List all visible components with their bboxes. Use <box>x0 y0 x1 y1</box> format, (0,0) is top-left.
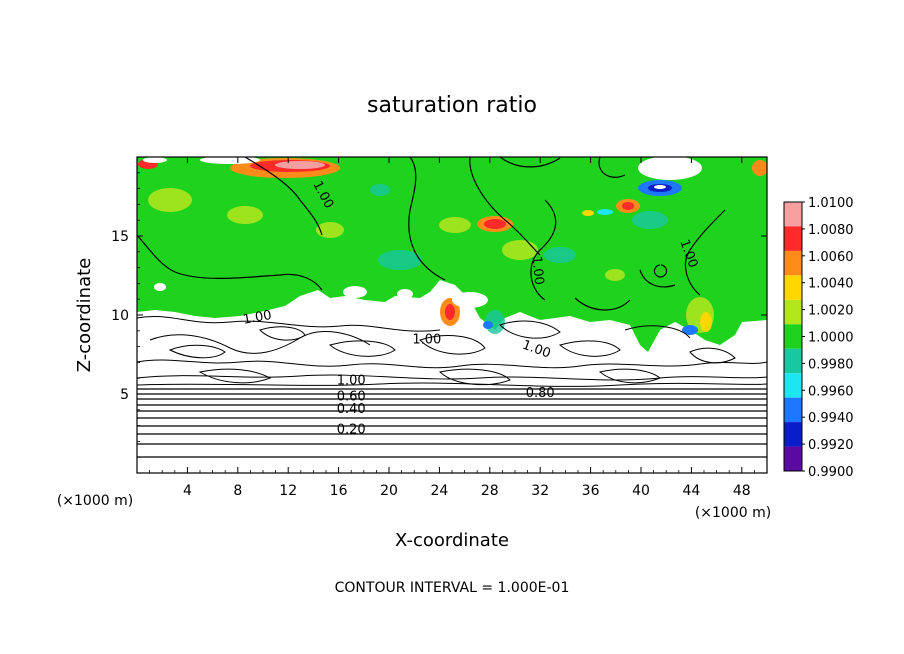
colorbar: 1.0100 1.0080 1.0060 1.0040 1.0020 1.0000 0.99… <box>783 196 854 480</box>
x-axis-unit: (×1000 m) <box>695 505 771 521</box>
plot-area: 1.001.001.001.001.00 1.001.000.800.600.40… <box>137 157 767 473</box>
x-axis-ticks: 4 8 12 16 20 24 28 32 36 40 44 48 <box>149 157 755 499</box>
x-tick-label: 24 <box>430 483 448 499</box>
x-tick-label: 12 <box>279 483 297 499</box>
colorbar-swatch <box>784 446 802 471</box>
colorbar-tick-label: 0.9920 <box>808 438 854 453</box>
colorbar-tick-label: 1.0020 <box>808 304 854 319</box>
colorbar-swatch <box>784 373 802 398</box>
colorbar-swatch <box>784 202 802 227</box>
colorbar-swatch <box>784 348 802 374</box>
colorbar-swatch <box>784 324 802 349</box>
contour-label: 0.80 <box>526 386 555 401</box>
colorbar-tick-label: 0.9980 <box>808 357 854 372</box>
colorbar-swatch <box>784 397 802 423</box>
colorbar-tick-label: 1.0040 <box>808 277 854 292</box>
y-tick-label: 10 <box>111 308 129 324</box>
patches-supersaturated <box>138 158 767 332</box>
colorbar-tick-label: 0.9940 <box>808 411 854 426</box>
contour-lines-upper <box>137 157 726 311</box>
x-tick-label: 20 <box>380 483 398 499</box>
x-tick-label: 40 <box>632 483 650 499</box>
x-tick-label: 16 <box>330 483 348 499</box>
x-tick-label: 28 <box>481 483 499 499</box>
y-axis-label: Z-coordinate <box>74 258 95 373</box>
colorbar-tick-label: 1.0080 <box>808 223 854 238</box>
colorbar-swatch <box>784 226 802 251</box>
x-axis-label: X-coordinate <box>395 530 509 551</box>
colorbar-tick-label: 0.9900 <box>808 465 854 480</box>
contour-label: 1.00 <box>337 374 366 389</box>
contour-interval-note: CONTOUR INTERVAL = 1.000E-01 <box>335 580 570 596</box>
contour-labels: 1.001.001.001.001.00 1.001.000.800.600.40… <box>242 179 701 438</box>
colorbar-tick-label: 1.0060 <box>808 250 854 265</box>
x-tick-label: 4 <box>183 483 192 499</box>
colorbar-tick-label: 1.0100 <box>808 196 854 211</box>
colorbar-swatch <box>784 250 802 276</box>
chart-title: saturation ratio <box>367 93 537 118</box>
patches-subsaturated <box>483 180 698 335</box>
contour-lines-lower <box>137 388 767 458</box>
contour-label: 1.00 <box>242 308 273 328</box>
colorbar-tick-label: 0.9960 <box>808 384 854 399</box>
contour-label: 0.40 <box>337 402 366 417</box>
x-tick-label: 48 <box>733 483 751 499</box>
y-tick-label: 5 <box>120 387 129 403</box>
x-tick-label: 8 <box>233 483 242 499</box>
y-tick-label: 15 <box>111 229 129 245</box>
contour-lines-cloud <box>137 315 767 387</box>
saturation-field-green <box>137 157 767 352</box>
contour-label: 1.00 <box>529 255 546 285</box>
x-tick-label: 32 <box>531 483 549 499</box>
x-tick-label: 44 <box>682 483 700 499</box>
colorbar-swatch <box>784 422 802 447</box>
colorbar-swatch <box>784 299 802 325</box>
patches-1.0020 <box>148 188 714 333</box>
colorbar-swatch <box>784 275 802 300</box>
patches-0.9980 <box>370 184 668 334</box>
unsaturated-holes <box>143 157 702 308</box>
contour-label: 1.00 <box>412 332 441 347</box>
colorbar-tick-label: 1.0000 <box>808 331 854 346</box>
contour-label: 0.20 <box>337 423 366 438</box>
contour-label: 0.60 <box>337 389 366 404</box>
y-axis-ticks: 5 10 15 <box>111 172 767 458</box>
y-axis-unit: (×1000 m) <box>57 493 133 509</box>
x-tick-label: 36 <box>582 483 600 499</box>
